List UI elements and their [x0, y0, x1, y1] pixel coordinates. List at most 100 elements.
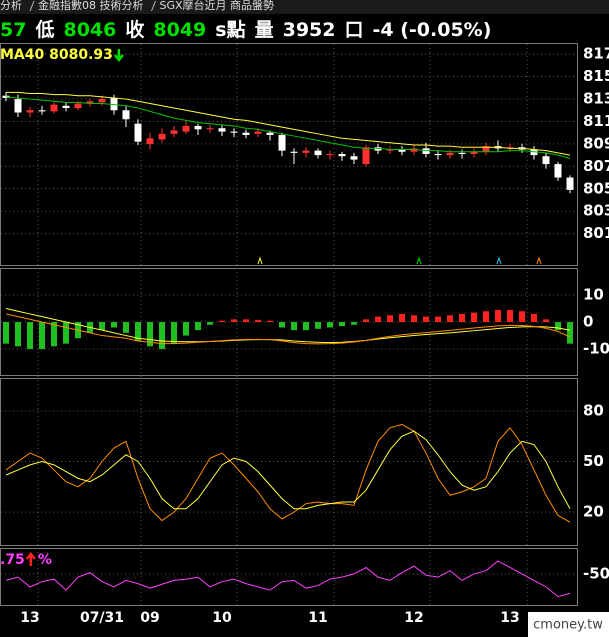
watermark: cmoney.tw — [533, 618, 603, 633]
candle-body — [62, 105, 70, 109]
candle-body — [98, 99, 106, 103]
candle-body — [86, 101, 94, 104]
candle-body — [458, 152, 466, 154]
candle-body — [470, 151, 478, 154]
histogram-bar — [495, 309, 501, 323]
y-tick-label: -50 — [583, 564, 609, 582]
tab-separator — [29, 0, 35, 12]
y-tick-label: 80 — [583, 401, 604, 419]
y-tick-label: 8170 — [583, 45, 609, 63]
candle-body — [350, 156, 358, 160]
candle-body — [146, 138, 154, 144]
candle-body — [254, 131, 262, 134]
candle-body — [278, 134, 286, 151]
tabs: 分析 金融指數08 技術分析 SGX摩台近月 商品盤勢 — [0, 0, 274, 12]
tab: 分析 — [0, 0, 22, 12]
legend-label: .75 — [0, 552, 25, 568]
candle-body — [206, 128, 214, 130]
quote-item: 3952 — [283, 19, 336, 41]
x-tick-label: 10 — [212, 610, 232, 626]
quote-item: -4 (-0.05%) — [373, 19, 492, 41]
histogram-bar — [3, 322, 9, 344]
candle-body — [338, 154, 346, 157]
histogram-bar — [459, 313, 465, 323]
y-tick-label: 8090 — [583, 134, 609, 152]
series-line — [5, 308, 571, 344]
candle-body — [386, 149, 394, 151]
candle-body — [314, 150, 322, 156]
candle-body — [218, 128, 226, 132]
histogram-bar — [351, 322, 357, 325]
tab-bar — [0, 0, 609, 14]
signal-markers — [257, 256, 542, 265]
y-tick-label: 20 — [583, 503, 604, 521]
histogram-bar — [159, 322, 165, 350]
histogram-bar — [219, 320, 225, 323]
histogram-bar — [207, 322, 213, 325]
histogram-bar — [519, 311, 525, 323]
candle-body — [26, 110, 34, 113]
histogram-bar — [267, 320, 273, 323]
legend-arrow — [25, 551, 36, 566]
histogram-bar — [471, 312, 477, 323]
candle-body — [410, 148, 418, 152]
histogram-bar — [243, 319, 249, 323]
histogram-bar — [39, 322, 45, 350]
quote-item: 量 — [255, 19, 274, 41]
series-line — [6, 91, 571, 156]
candle-body — [554, 164, 562, 178]
histogram-bar — [303, 322, 309, 331]
legend-unit: % — [38, 552, 52, 568]
candle-body — [170, 130, 178, 134]
x-tick-label: 09 — [140, 610, 159, 626]
candle-body — [134, 123, 142, 142]
x-tick-label: 13 — [500, 610, 519, 626]
quote-item: 低 — [34, 18, 54, 41]
histogram-bar — [27, 322, 33, 350]
histogram-bar — [555, 322, 561, 331]
y-tick-label: 8110 — [583, 112, 609, 130]
candle-body — [266, 132, 274, 135]
kd-panel — [0, 378, 578, 546]
histogram-bar — [327, 322, 333, 328]
histogram-bar — [279, 322, 285, 328]
candle-body — [326, 154, 334, 156]
plots: 817081508130811080908070805080308010MA40… — [0, 45, 609, 626]
watermark-box — [528, 612, 609, 637]
candle-body — [38, 110, 46, 112]
histogram-bar — [183, 322, 189, 336]
candle-body — [122, 110, 130, 120]
quote-item: s點 — [215, 18, 245, 41]
x-tick-label: 12 — [404, 610, 423, 626]
histogram-bar — [531, 313, 537, 323]
x-tick-label: 07/31 — [80, 610, 124, 626]
quote-item: 口 — [344, 19, 363, 41]
quote-item: 收 — [125, 18, 144, 41]
histogram-bar — [483, 311, 489, 323]
tab-separator — [151, 0, 156, 12]
y-tick-label: 8070 — [583, 157, 609, 175]
candle-body — [194, 125, 202, 130]
quote-item: 57 — [0, 19, 26, 41]
tab: SGX摩台近月 商品盤勢 — [160, 0, 275, 12]
histogram-bar — [51, 322, 57, 347]
signal-marker — [257, 256, 263, 265]
y-tick-label: 8130 — [583, 90, 609, 108]
histogram-bar — [363, 319, 369, 323]
y-tick-label: 0 — [583, 313, 593, 331]
histogram-bar — [543, 319, 549, 323]
histogram-bar — [435, 316, 441, 323]
candle-body — [14, 99, 22, 113]
histogram-bar — [111, 322, 117, 328]
bottom-panel — [0, 548, 578, 606]
histogram-bar — [315, 322, 321, 329]
x-tick-label: 13 — [20, 610, 39, 626]
series-line — [5, 560, 571, 598]
histogram-bar — [375, 316, 381, 323]
candle-body — [422, 148, 430, 154]
signal-marker — [496, 256, 502, 265]
histogram-bar — [255, 319, 261, 323]
histogram-bar — [567, 322, 573, 344]
series-line — [5, 313, 571, 345]
